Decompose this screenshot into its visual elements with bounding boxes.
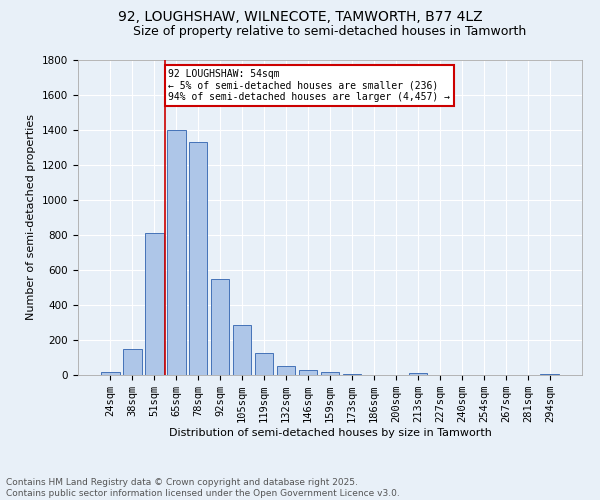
Bar: [299, 370, 317, 375]
Y-axis label: Number of semi-detached properties: Number of semi-detached properties: [26, 114, 37, 320]
Bar: [320, 372, 340, 375]
Text: 92 LOUGHSHAW: 54sqm
← 5% of semi-detached houses are smaller (236)
94% of semi-d: 92 LOUGHSHAW: 54sqm ← 5% of semi-detache…: [169, 68, 451, 102]
Bar: [189, 142, 208, 375]
Text: 92, LOUGHSHAW, WILNECOTE, TAMWORTH, B77 4LZ: 92, LOUGHSHAW, WILNECOTE, TAMWORTH, B77 …: [118, 10, 482, 24]
Bar: [101, 372, 119, 375]
Bar: [541, 374, 559, 375]
Bar: [123, 349, 142, 375]
Text: Contains HM Land Registry data © Crown copyright and database right 2025.
Contai: Contains HM Land Registry data © Crown c…: [6, 478, 400, 498]
Bar: [211, 279, 229, 375]
Bar: [255, 353, 274, 375]
Bar: [167, 130, 185, 375]
Bar: [277, 366, 295, 375]
Bar: [409, 373, 427, 375]
Bar: [145, 233, 164, 375]
Title: Size of property relative to semi-detached houses in Tamworth: Size of property relative to semi-detach…: [133, 25, 527, 38]
Bar: [343, 374, 361, 375]
X-axis label: Distribution of semi-detached houses by size in Tamworth: Distribution of semi-detached houses by …: [169, 428, 491, 438]
Bar: [233, 325, 251, 375]
